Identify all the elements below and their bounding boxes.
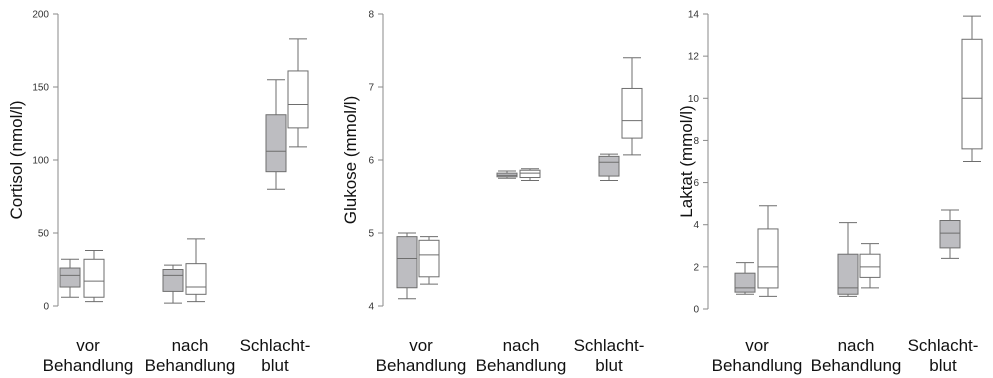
box-2-series-1: [837, 222, 859, 297]
box-1-series-2: [757, 205, 779, 297]
box-1-series-1: [734, 262, 756, 295]
box-iqr: [837, 253, 859, 295]
box-iqr: [598, 155, 620, 177]
y-tick-label: 200: [32, 10, 49, 21]
box-3-series-1: [265, 79, 287, 190]
box-iqr: [185, 263, 207, 295]
box-2-series-2: [859, 243, 881, 289]
box-2-series-1: [162, 264, 184, 304]
box-3-series-2: [961, 15, 983, 162]
category-label: blut: [595, 356, 623, 375]
category-label: Behandlung: [712, 356, 803, 375]
y-tick-label: 12: [688, 52, 700, 63]
category-label: Schlacht-: [240, 336, 311, 355]
category-label: Schlacht-: [908, 336, 979, 355]
box-iqr: [961, 38, 983, 150]
y-tick-label: 6: [693, 178, 699, 189]
category-label: Behandlung: [145, 356, 236, 375]
box-iqr: [939, 220, 961, 249]
category-label: blut: [261, 356, 289, 375]
box-iqr: [418, 239, 440, 278]
category-label: Behandlung: [476, 356, 567, 375]
box-2-series-2: [519, 168, 541, 181]
y-tick-label: 50: [38, 229, 50, 240]
y-tick-label: 2: [693, 262, 699, 273]
category-label: nach: [838, 336, 875, 355]
box-iqr: [859, 253, 881, 278]
box-3-series-2: [621, 57, 643, 156]
y-tick-label: 8: [368, 10, 374, 21]
category-label: blut: [929, 356, 957, 375]
category-label: Behandlung: [376, 356, 467, 375]
y-tick-label: 8: [693, 136, 699, 147]
category-label: Behandlung: [811, 356, 902, 375]
box-1-series-1: [396, 232, 418, 300]
y-axis-title: Cortisol (nmol/l): [7, 100, 26, 219]
y-tick-label: 4: [368, 302, 374, 313]
category-label: nach: [172, 336, 209, 355]
box-iqr: [287, 70, 309, 129]
y-axis-title: Laktat (mmol/l): [677, 105, 696, 217]
box-iqr: [59, 267, 81, 288]
box-iqr: [734, 272, 756, 293]
category-label: Behandlung: [43, 356, 134, 375]
y-tick-label: 5: [368, 229, 374, 240]
box-iqr: [757, 228, 779, 289]
box-iqr: [162, 269, 184, 292]
category-label: vor: [745, 336, 769, 355]
y-tick-label: 150: [32, 83, 49, 94]
box-1-series-2: [83, 250, 105, 303]
box-iqr: [396, 236, 418, 289]
y-tick-label: 14: [688, 10, 700, 21]
box-iqr: [83, 258, 105, 298]
category-label: nach: [503, 336, 540, 355]
y-tick-label: 0: [43, 302, 49, 313]
box-1-series-2: [418, 236, 440, 285]
category-label: vor: [76, 336, 100, 355]
box-2-series-2: [185, 238, 207, 303]
box-3-series-1: [598, 153, 620, 181]
y-tick-label: 100: [32, 156, 49, 167]
box-1-series-1: [59, 258, 81, 298]
y-tick-label: 7: [368, 83, 374, 94]
y-tick-label: 6: [368, 156, 374, 167]
box-iqr: [519, 169, 541, 179]
y-tick-label: 10: [688, 94, 700, 105]
box-3-series-2: [287, 38, 309, 148]
box-iqr: [265, 114, 287, 173]
box-iqr: [621, 87, 643, 139]
category-label: Schlacht-: [574, 336, 645, 355]
category-label: vor: [409, 336, 433, 355]
y-tick-label: 4: [693, 220, 699, 231]
box-3-series-1: [939, 209, 961, 259]
y-tick-label: 0: [693, 305, 699, 316]
box-2-series-1: [496, 170, 518, 179]
y-axis-title: Glukose (mmol/l): [341, 96, 360, 224]
